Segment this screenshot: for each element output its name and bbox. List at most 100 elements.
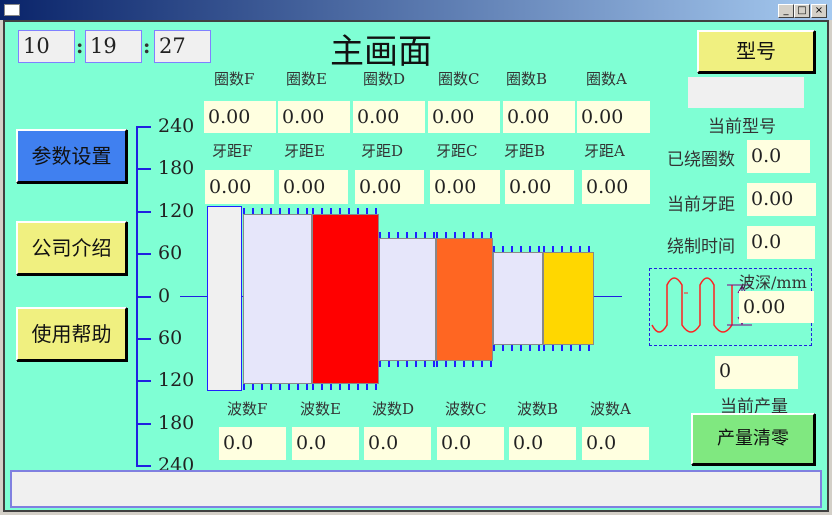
reset-output-button[interactable]: 产量清零: [691, 413, 815, 465]
time-separator: :: [76, 34, 84, 58]
output-label: 当前产量: [720, 397, 788, 417]
pitch-label: 牙距C: [436, 142, 478, 160]
coil-segment: [493, 252, 543, 345]
wave-depth-value: 0.00: [739, 291, 814, 323]
waves-field[interactable]: 0.0: [292, 427, 359, 460]
page-title: 主画面: [330, 32, 432, 72]
axis-tick: [137, 253, 151, 256]
axis-tick-label: 180: [158, 411, 195, 434]
axis-tick-label: 0: [158, 284, 171, 307]
turns-label: 圈数D: [363, 70, 406, 88]
pitch-hatch: [543, 246, 594, 252]
waves-label: 波数D: [372, 400, 415, 418]
model-button[interactable]: 型号: [697, 30, 815, 73]
turns-label: 圈数E: [286, 70, 327, 88]
pitch-hatch: [379, 361, 436, 367]
status-bar: [10, 470, 822, 508]
waves-field[interactable]: 0.0: [364, 427, 431, 460]
turns-field[interactable]: 0.00: [428, 101, 500, 133]
pitch-field[interactable]: 0.00: [205, 170, 274, 204]
axis-tick: [137, 338, 151, 340]
wound-turns-label: 已绕圈数: [667, 150, 735, 170]
pitch-hatch: [379, 232, 436, 238]
axis-tick-label: 60: [158, 327, 183, 349]
coil-segment: [312, 214, 379, 384]
axis-tick: [137, 126, 151, 128]
coil-segment: [207, 206, 242, 391]
waves-label: 波数C: [445, 400, 487, 418]
winding-time-value: 0.0: [747, 226, 815, 259]
turns-label: 圈数A: [586, 70, 627, 88]
waves-field[interactable]: 0.0: [437, 427, 504, 460]
pitch-field[interactable]: 0.00: [279, 170, 348, 204]
pitch-hatch: [243, 208, 312, 214]
close-button[interactable]: ×: [811, 4, 827, 18]
turns-label: 圈数C: [438, 70, 480, 88]
coil-segment: [379, 238, 436, 361]
pitch-field[interactable]: 0.00: [582, 170, 650, 204]
help-button[interactable]: 使用帮助: [16, 307, 127, 361]
axis-tick: [137, 295, 151, 298]
pitch-hatch: [543, 345, 594, 351]
minimize-button[interactable]: _: [778, 4, 794, 18]
waves-label: 波数A: [590, 400, 631, 418]
axis-tick: [137, 422, 151, 425]
company-intro-button[interactable]: 公司介绍: [16, 221, 127, 275]
coil-segment: [436, 238, 493, 361]
waves-field[interactable]: 0.0: [509, 427, 576, 460]
current-model-label: 当前型号: [708, 117, 776, 137]
axis-tick: [137, 168, 151, 171]
wave-depth-label: 波深/mm: [739, 273, 807, 292]
wound-turns-value: 0.0: [747, 140, 810, 173]
pitch-hatch: [493, 246, 543, 252]
pitch-field[interactable]: 0.00: [505, 170, 574, 204]
pitch-label: 牙距E: [284, 142, 325, 160]
current-pitch-value: 0.00: [747, 183, 816, 216]
coil-segment: [543, 252, 594, 345]
axis-tick-label: 120: [158, 369, 195, 392]
pitch-field[interactable]: 0.00: [355, 170, 424, 204]
turns-field[interactable]: 0.00: [278, 101, 350, 133]
current-model-field: [688, 77, 804, 108]
output-value: 0: [715, 356, 798, 389]
current-pitch-label: 当前牙距: [667, 195, 735, 215]
waves-field[interactable]: 0.0: [582, 427, 649, 460]
axis-tick-label: 60: [158, 242, 183, 265]
turns-field[interactable]: 0.00: [503, 101, 575, 133]
pitch-label: 牙距A: [584, 142, 625, 160]
coil-segment: [243, 214, 312, 384]
axis-tick: [137, 380, 151, 383]
waves-field[interactable]: 0.0: [219, 427, 286, 460]
pitch-label: 牙距D: [361, 142, 404, 160]
turns-field[interactable]: 0.00: [353, 101, 425, 133]
app-icon: [4, 4, 20, 16]
waves-label: 波数B: [517, 400, 559, 418]
pitch-hatch: [243, 384, 312, 390]
pitch-hatch: [436, 232, 493, 238]
axis-tick-label: 120: [158, 199, 195, 222]
winding-time-label: 绕制时间: [667, 237, 735, 257]
turns-label: 圈数F: [214, 70, 255, 88]
pitch-field[interactable]: 0.00: [430, 170, 500, 204]
time-separator: :: [143, 34, 151, 58]
axis-tick-label: 180: [158, 157, 195, 180]
minute-field[interactable]: 19: [85, 30, 142, 63]
pitch-hatch: [436, 361, 493, 367]
pitch-hatch: [312, 384, 379, 390]
title-bar: _ □ ×: [0, 0, 832, 20]
pitch-label: 牙距F: [212, 142, 253, 160]
pitch-hatch: [493, 345, 543, 351]
waves-label: 波数F: [227, 400, 268, 418]
turns-field[interactable]: 0.00: [577, 101, 650, 133]
pitch-hatch: [312, 208, 379, 214]
maximize-button[interactable]: □: [794, 4, 810, 18]
axis-tick-label: 240: [158, 115, 195, 137]
turns-label: 圈数B: [506, 70, 548, 88]
hour-field[interactable]: 10: [18, 30, 75, 63]
axis-tick: [137, 210, 151, 213]
waves-label: 波数E: [300, 400, 341, 418]
axis-tick: [137, 465, 151, 468]
parameter-settings-button[interactable]: 参数设置: [16, 129, 127, 183]
second-field[interactable]: 27: [154, 30, 211, 63]
turns-field[interactable]: 0.00: [204, 101, 276, 133]
